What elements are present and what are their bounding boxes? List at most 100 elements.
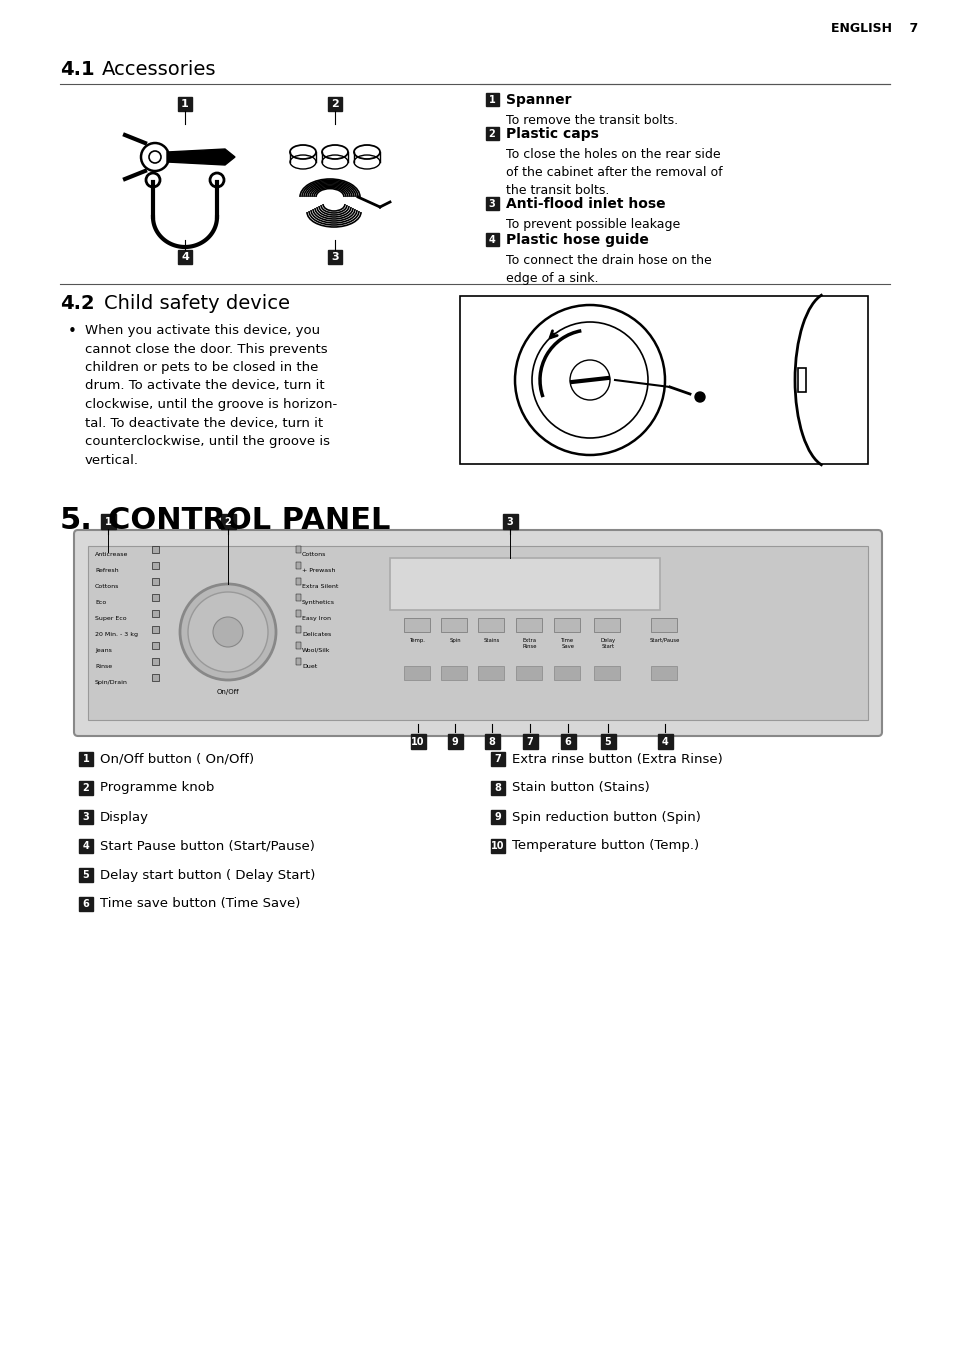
Polygon shape [167,149,234,165]
Bar [152,594,159,602]
Text: 6: 6 [564,737,571,748]
Text: 3: 3 [331,251,338,262]
Text: 3: 3 [506,516,513,527]
Text: 4: 4 [661,737,668,748]
Text: 4: 4 [488,235,495,245]
Bar [152,642,159,649]
Bar [477,618,503,631]
Text: Eco: Eco [95,600,106,604]
Bar [152,546,159,553]
Text: 4: 4 [83,841,90,850]
Text: 10: 10 [491,841,504,850]
Bar [295,562,301,569]
Text: 7: 7 [526,737,533,748]
Text: Temp.: Temp. [410,638,425,644]
Text: 6: 6 [83,899,90,909]
Text: Extra Silent: Extra Silent [302,584,338,589]
Text: 3: 3 [83,813,90,822]
Bar [440,667,467,680]
FancyBboxPatch shape [74,530,882,735]
Text: Delicates: Delicates [302,631,331,637]
Text: 3: 3 [488,199,495,210]
Text: Stain button (Stains): Stain button (Stains) [512,781,649,795]
Bar [554,667,579,680]
Text: Child safety device: Child safety device [104,293,290,314]
Bar [295,546,301,553]
Text: Time
Save: Time Save [561,638,574,649]
Text: Wool/Silk: Wool/Silk [302,648,330,653]
Bar [440,618,467,631]
FancyBboxPatch shape [491,840,504,853]
Bar [152,562,159,569]
Text: Programme knob: Programme knob [100,781,214,795]
Text: Spin: Spin [449,638,460,644]
Circle shape [213,617,243,648]
Bar [650,618,677,631]
Text: When you activate this device, you
cannot close the door. This prevents
children: When you activate this device, you canno… [85,324,337,466]
Text: 5: 5 [604,737,611,748]
FancyBboxPatch shape [79,810,92,823]
Text: Spin reduction button (Spin): Spin reduction button (Spin) [512,810,700,823]
Text: 2: 2 [488,128,495,139]
FancyBboxPatch shape [502,514,517,529]
FancyBboxPatch shape [448,734,462,749]
Text: 4.2: 4.2 [60,293,94,314]
Bar [403,667,430,680]
Bar [594,667,619,680]
FancyBboxPatch shape [328,97,341,111]
Text: CONTROL PANEL: CONTROL PANEL [108,506,390,535]
FancyBboxPatch shape [485,127,498,141]
Text: Temperature button (Temp.): Temperature button (Temp.) [512,840,699,853]
Text: + Prewash: + Prewash [302,568,335,573]
Text: 20 Min. - 3 kg: 20 Min. - 3 kg [95,631,138,637]
Text: ENGLISH    7: ENGLISH 7 [830,22,918,35]
Text: 2: 2 [331,99,338,110]
Text: Delay
Start: Delay Start [599,638,615,649]
Text: 2: 2 [83,783,90,794]
Bar [152,610,159,617]
FancyBboxPatch shape [522,734,537,749]
FancyBboxPatch shape [221,514,235,529]
FancyBboxPatch shape [178,97,192,111]
Text: Cottons: Cottons [302,552,326,557]
FancyBboxPatch shape [491,781,504,795]
Bar [594,618,619,631]
Text: 7: 7 [494,754,501,764]
Bar [295,642,301,649]
Text: Super Eco: Super Eco [95,617,127,621]
Text: Extra
Rinse: Extra Rinse [522,638,537,649]
Text: 1: 1 [83,754,90,764]
Text: Accessories: Accessories [102,59,216,78]
Circle shape [188,592,268,672]
Text: 4.1: 4.1 [60,59,94,78]
Text: On/Off button ( On/Off): On/Off button ( On/Off) [100,753,253,765]
Text: Anticrease: Anticrease [95,552,129,557]
Text: 8: 8 [488,737,495,748]
FancyBboxPatch shape [485,233,498,246]
Text: 9: 9 [451,737,457,748]
Text: 1: 1 [181,99,189,110]
Text: On/Off: On/Off [216,690,239,695]
Text: To remove the transit bolts.: To remove the transit bolts. [505,114,678,127]
FancyBboxPatch shape [79,840,92,853]
Bar [797,368,805,392]
Text: To connect the drain hose on the
edge of a sink.: To connect the drain hose on the edge of… [505,254,711,285]
Bar [295,610,301,617]
Text: 8: 8 [494,783,501,794]
Text: Anti-flood inlet hose: Anti-flood inlet hose [505,197,665,211]
Text: Stains: Stains [483,638,499,644]
FancyBboxPatch shape [600,734,616,749]
FancyBboxPatch shape [560,734,576,749]
Circle shape [180,584,275,680]
Bar [477,667,503,680]
Text: Duet: Duet [302,664,317,669]
Text: Cottons: Cottons [95,584,119,589]
FancyBboxPatch shape [79,752,92,767]
Text: Start Pause button (Start/Pause): Start Pause button (Start/Pause) [100,840,314,853]
Bar [295,594,301,602]
Circle shape [695,392,704,402]
FancyBboxPatch shape [79,868,92,882]
Text: Spin/Drain: Spin/Drain [95,680,128,685]
FancyBboxPatch shape [459,296,867,464]
FancyBboxPatch shape [101,514,116,529]
